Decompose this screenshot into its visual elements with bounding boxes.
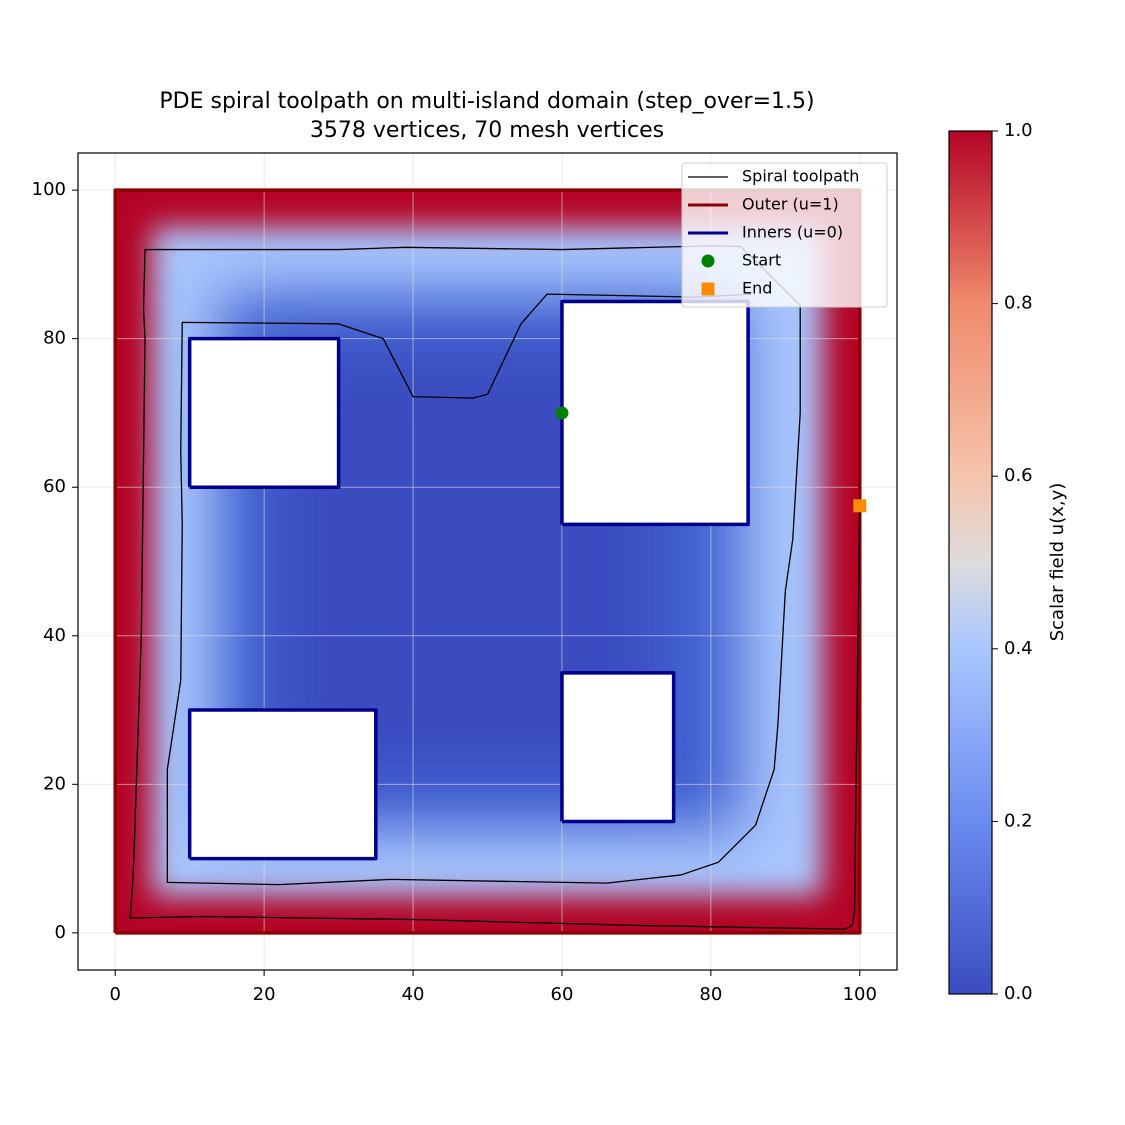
- legend-swatch: [701, 254, 715, 268]
- colorbar-tick-label: 0.6: [1004, 465, 1033, 486]
- toolpath: [129, 245, 861, 930]
- colorbar-label: Scalar field u(x,y): [1047, 483, 1068, 642]
- colorbar-tick-label: 0.4: [1004, 638, 1033, 659]
- colorbar-tick-label: 0.2: [1004, 810, 1033, 831]
- legend-label: Start: [742, 251, 781, 270]
- x-tick-label: 60: [551, 984, 574, 1005]
- legend-swatch: [701, 282, 715, 296]
- x-tick-label: 100: [843, 984, 877, 1005]
- x-tick-label: 80: [699, 984, 722, 1005]
- legend-box: [681, 162, 888, 308]
- legend-label: Outer (u=1): [742, 195, 839, 214]
- colorbar: Scalar field u(x,y) 0.0 0.2 0.4 0.6 0.8 1.0: [948, 120, 1068, 1004]
- y-tick-label: 40: [43, 625, 66, 646]
- y-tick-label: 20: [43, 773, 66, 794]
- start-marker: [555, 406, 569, 420]
- colorbar-tick-label: 0.8: [1004, 293, 1033, 314]
- colorbar-gradient: [948, 130, 993, 995]
- legend-label: Spiral toolpath: [742, 167, 859, 186]
- x-tick-label: 20: [253, 984, 276, 1005]
- plot-frame: [77, 152, 898, 971]
- legend-label: Inners (u=0): [742, 223, 843, 242]
- y-tick-label: 100: [32, 179, 66, 200]
- x-tick-label: 0: [110, 984, 121, 1005]
- legend: Spiral toolpath Outer (u=1) Inners (u=0) St…: [681, 162, 888, 308]
- y-tick-label: 80: [43, 328, 66, 349]
- colorbar-tick-label: 0.0: [1004, 983, 1033, 1004]
- chart-subtitle: 3578 vertices, 70 mesh vertices: [310, 118, 664, 143]
- axes: 0 20 40 60 80 100 0 20 40 60 80 100: [32, 179, 877, 1005]
- legend-label: End: [742, 279, 772, 298]
- colorbar-tick-label: 1.0: [1004, 120, 1033, 141]
- y-tick-label: 60: [43, 476, 66, 497]
- y-tick-label: 0: [55, 922, 66, 943]
- end-marker: [853, 499, 867, 513]
- x-tick-label: 40: [402, 984, 425, 1005]
- chart-title: PDE spiral toolpath on multi-island doma…: [159, 89, 814, 114]
